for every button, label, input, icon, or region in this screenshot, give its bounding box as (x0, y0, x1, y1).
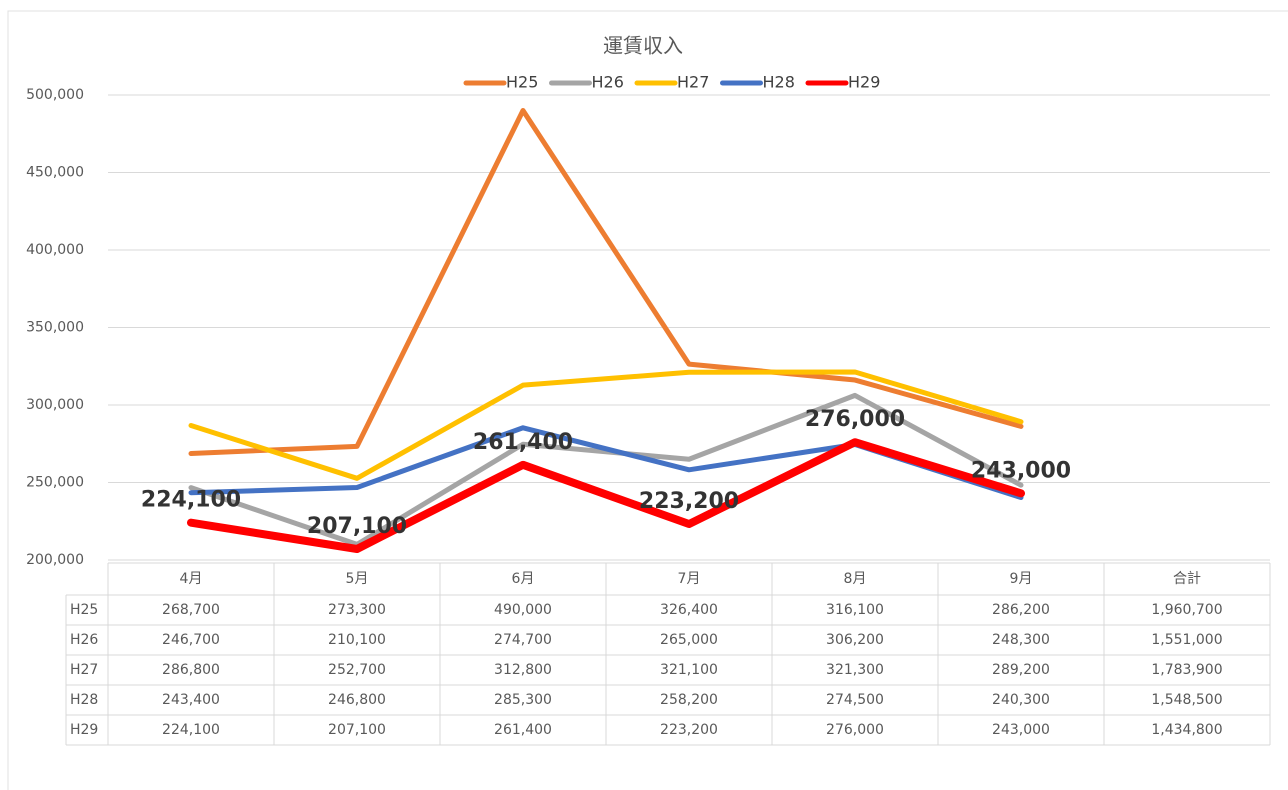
table-cell: 1,960,700 (1151, 602, 1222, 618)
legend-label: H25 (506, 73, 538, 92)
table-cell: 1,551,000 (1151, 632, 1222, 648)
x-tick-label: 4月 (180, 571, 203, 587)
table-cell: 289,200 (992, 662, 1050, 678)
y-tick-label: 300,000 (26, 397, 84, 413)
x-tick-label: 8月 (844, 571, 867, 587)
y-tick-label: 350,000 (26, 320, 84, 336)
table-cell: 1,783,900 (1151, 662, 1222, 678)
table-cell: 224,100 (162, 722, 220, 738)
data-label: 261,400 (473, 430, 573, 455)
table-cell: 243,400 (162, 692, 220, 708)
chart-title: 運賃収入 (603, 34, 683, 58)
series-line (188, 108, 1024, 457)
series-line (188, 369, 1024, 481)
data-label: 224,100 (141, 488, 241, 513)
table-cell: 276,000 (826, 722, 884, 738)
y-tick-label: 500,000 (26, 87, 84, 103)
legend-label: H29 (848, 73, 880, 92)
table-row-label: H28 (70, 692, 98, 708)
data-label: 207,100 (307, 514, 407, 539)
table-cell: 207,100 (328, 722, 386, 738)
table-cell: 261,400 (494, 722, 552, 738)
table-cell: 210,100 (328, 632, 386, 648)
table-cell: 321,300 (826, 662, 884, 678)
legend-label: H27 (677, 73, 709, 92)
series-line (188, 392, 1024, 547)
y-tick-label: 400,000 (26, 242, 84, 258)
table-cell: 274,700 (494, 632, 552, 648)
table-cell: 265,000 (660, 632, 718, 648)
table-cell: 246,800 (328, 692, 386, 708)
y-tick-label: 450,000 (26, 165, 84, 181)
x-tick-label: 5月 (346, 571, 369, 587)
table-cell: 274,500 (826, 692, 884, 708)
table-cell: 316,100 (826, 602, 884, 618)
table-cell: 248,300 (992, 632, 1050, 648)
table-cell: 223,200 (660, 722, 718, 738)
table-row-label: H25 (70, 602, 98, 618)
table-cell: 285,300 (494, 692, 552, 708)
table-cell: 273,300 (328, 602, 386, 618)
table-cell: 252,700 (328, 662, 386, 678)
table-cell: 1,434,800 (1151, 722, 1222, 738)
table-cell: 240,300 (992, 692, 1050, 708)
table-cell: 312,800 (494, 662, 552, 678)
data-label: 223,200 (639, 489, 739, 514)
x-tick-label: 7月 (678, 571, 701, 587)
x-tick-label: 9月 (1010, 571, 1033, 587)
table-cell: 1,548,500 (1151, 692, 1222, 708)
table-cell: 326,400 (660, 602, 718, 618)
data-label: 276,000 (805, 407, 905, 432)
table-row-label: H26 (70, 632, 98, 648)
x-tick-label: 6月 (512, 571, 535, 587)
legend-label: H28 (763, 73, 795, 92)
table-cell: 306,200 (826, 632, 884, 648)
table-row-label: H29 (70, 722, 98, 738)
table-cell: 490,000 (494, 602, 552, 618)
table-cell: 286,200 (992, 602, 1050, 618)
table-header: 合計 (1173, 571, 1201, 587)
table-cell: 321,100 (660, 662, 718, 678)
y-tick-label: 250,000 (26, 475, 84, 491)
table-cell: 286,800 (162, 662, 220, 678)
data-label: 243,000 (971, 458, 1071, 483)
legend-label: H26 (592, 73, 624, 92)
frame (7, 10, 1288, 790)
table-cell: 258,200 (660, 692, 718, 708)
series-line (187, 438, 1025, 553)
table-row-label: H27 (70, 662, 98, 678)
table-cell: 243,000 (992, 722, 1050, 738)
table-cell: 268,700 (162, 602, 220, 618)
table-cell: 246,700 (162, 632, 220, 648)
y-tick-label: 200,000 (26, 552, 84, 568)
